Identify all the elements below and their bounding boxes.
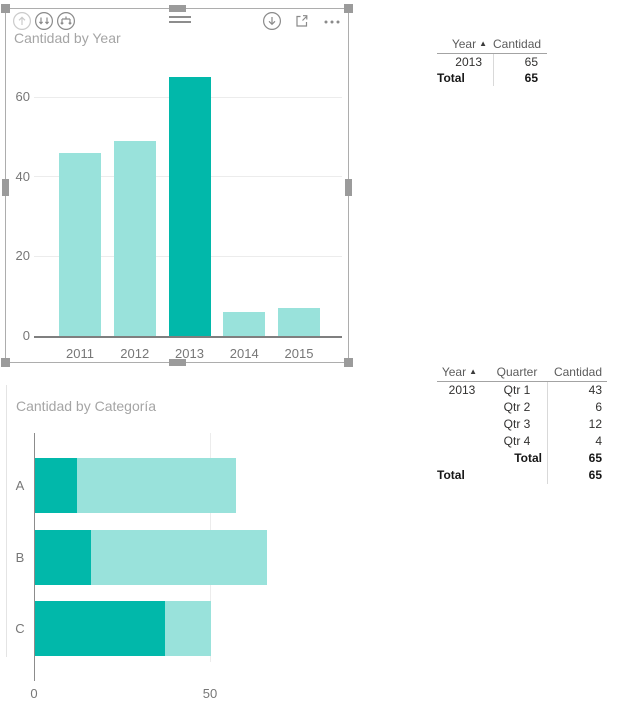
column-chart: 0 20 40 60 2011 2012 2013 2014 2015 xyxy=(6,9,348,362)
table-row[interactable]: Qtr 2 6 xyxy=(437,399,607,416)
drill-up-icon xyxy=(12,11,32,31)
y-category-label: B xyxy=(15,549,25,565)
y-category-label: A xyxy=(15,477,25,493)
selection-handle-top-center[interactable] xyxy=(169,5,186,12)
table-row[interactable]: 2013 Qtr 1 43 xyxy=(437,382,607,399)
visual-cantidad-by-categoria[interactable]: Cantidad by Categoría 0 50 A B C xyxy=(0,385,400,710)
sort-ascending-icon: ▲ xyxy=(479,39,487,48)
bar-2015[interactable] xyxy=(278,308,320,336)
bar-highlight-A[interactable] xyxy=(35,458,78,513)
bar-2013[interactable] xyxy=(168,77,211,336)
column-header-quarter[interactable]: Quarter xyxy=(496,365,538,379)
visual-edge-line xyxy=(6,385,7,657)
y-tick-label: 0 xyxy=(22,328,30,343)
table-row[interactable]: Year ▲ Quarter Cantidad xyxy=(437,364,607,382)
selection-handle-bottom-right[interactable] xyxy=(344,358,353,367)
y-tick-label: 40 xyxy=(15,168,30,184)
cantidad-cell[interactable]: 65 xyxy=(493,54,547,70)
x-tick-label: 2012 xyxy=(120,346,150,361)
chart-title: Cantidad by Categoría xyxy=(16,398,157,414)
chart-title: Cantidad by Year xyxy=(14,30,121,46)
x-axis-line xyxy=(34,336,342,338)
year-cell[interactable] xyxy=(437,399,487,416)
quarter-cell[interactable]: Qtr 3 xyxy=(503,417,531,431)
cantidad-cell[interactable]: 43 xyxy=(547,382,607,399)
selection-handle-bottom-left[interactable] xyxy=(1,358,10,367)
x-tick-label: 2013 xyxy=(175,346,204,361)
y-category-label: C xyxy=(15,620,25,636)
column-header-year[interactable]: Year ▲ xyxy=(441,365,477,379)
column-header-cantidad[interactable]: Cantidad xyxy=(493,37,542,51)
selection-handle-bottom-center[interactable] xyxy=(169,359,186,366)
selection-handle-mid-right[interactable] xyxy=(345,179,352,196)
cantidad-cell[interactable]: 65 xyxy=(547,467,607,484)
x-tick-label: 2015 xyxy=(284,346,314,361)
visual-cantidad-by-year[interactable]: Cantidad by Year 0 20 40 60 2011 2012 2013 2014… xyxy=(1,4,353,367)
table-row[interactable]: 2013 65 xyxy=(437,54,547,70)
year-cell[interactable] xyxy=(437,416,487,433)
visual-header-left xyxy=(12,11,76,31)
cantidad-cell[interactable]: 4 xyxy=(547,433,607,450)
cantidad-cell[interactable]: 65 xyxy=(493,70,547,86)
drill-down-double-icon[interactable] xyxy=(34,11,54,31)
year-cell[interactable]: 2013 xyxy=(448,383,476,397)
x-tick-label: 0 xyxy=(30,686,38,701)
quarter-cell[interactable]: Qtr 1 xyxy=(503,383,531,397)
y-tick-label: 60 xyxy=(15,89,30,105)
table-row[interactable]: Qtr 4 4 xyxy=(437,433,607,450)
focus-mode-icon[interactable] xyxy=(292,11,312,31)
year-cell[interactable]: 2013 xyxy=(455,55,482,69)
more-options-icon[interactable] xyxy=(322,11,342,31)
x-tick-label: 2014 xyxy=(229,346,259,361)
table-row[interactable]: Total 65 xyxy=(437,467,607,484)
visual-header-right xyxy=(262,11,342,31)
year-cell[interactable]: Total xyxy=(437,71,465,85)
x-tick-label: 50 xyxy=(202,686,218,701)
bar-2014[interactable] xyxy=(223,312,266,336)
sort-ascending-icon: ▲ xyxy=(469,367,477,376)
column-header-cantidad[interactable]: Cantidad xyxy=(553,365,602,379)
x-tick-label: 2011 xyxy=(66,346,94,361)
expand-all-icon[interactable] xyxy=(56,11,76,31)
year-cell[interactable] xyxy=(437,450,487,467)
bar-chart: 0 50 A B C xyxy=(0,385,400,710)
year-cell[interactable] xyxy=(437,433,487,450)
quarter-cell[interactable]: Qtr 2 xyxy=(503,400,531,414)
bar-2011[interactable] xyxy=(59,152,101,336)
bar-highlight-C[interactable] xyxy=(35,601,166,656)
table-row[interactable]: Total 65 xyxy=(437,70,547,86)
column-header-year[interactable]: Year ▲ xyxy=(451,37,487,51)
selection-handle-top-left[interactable] xyxy=(1,4,10,13)
y-axis-line xyxy=(34,433,35,681)
table-row[interactable]: Total 65 xyxy=(437,450,607,467)
selection-handle-top-right[interactable] xyxy=(344,4,353,13)
quarter-cell[interactable] xyxy=(487,467,547,484)
cantidad-cell[interactable]: 65 xyxy=(547,450,607,467)
quarter-cell[interactable]: Total xyxy=(514,451,542,465)
table-year[interactable]: Year ▲ Cantidad 2013 65 Total 65 xyxy=(437,36,547,86)
drag-handle[interactable] xyxy=(169,13,191,26)
bar-2012[interactable] xyxy=(113,140,156,336)
year-cell[interactable]: Total xyxy=(437,468,465,482)
cantidad-cell[interactable]: 12 xyxy=(547,416,607,433)
table-row[interactable]: Year ▲ Cantidad xyxy=(437,36,547,54)
matrix-year-quarter[interactable]: Year ▲ Quarter Cantidad 2013 Qtr 1 43 Qtr 2 6 Qtr… xyxy=(437,364,607,484)
cantidad-cell[interactable]: 6 xyxy=(547,399,607,416)
quarter-cell[interactable]: Qtr 4 xyxy=(503,434,531,448)
drill-down-toggle-icon[interactable] xyxy=(262,11,282,31)
y-tick-label: 20 xyxy=(15,248,30,264)
table-row[interactable]: Qtr 3 12 xyxy=(437,416,607,433)
selection-handle-mid-left[interactable] xyxy=(2,179,9,196)
bar-highlight-B[interactable] xyxy=(35,530,92,585)
